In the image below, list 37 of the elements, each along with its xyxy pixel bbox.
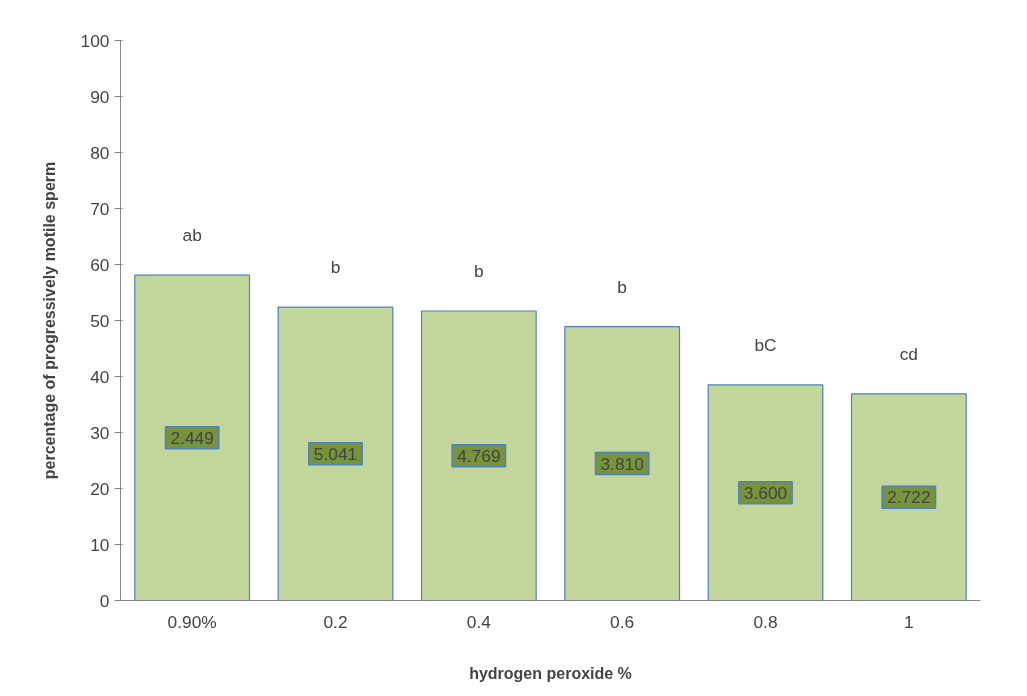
x-tick-label: 0.6 xyxy=(610,611,635,632)
y-tick-label: 60 xyxy=(90,254,110,275)
annotation: bC xyxy=(754,334,777,355)
bar xyxy=(277,306,394,601)
annotation: 2.722 xyxy=(887,487,931,508)
x-tick-label: 0.4 xyxy=(466,611,492,632)
bar xyxy=(707,384,824,601)
annotation: 3.810 xyxy=(600,453,644,474)
y-tick-label: 90 xyxy=(90,86,110,107)
y-tick-label: 50 xyxy=(90,310,110,331)
bar xyxy=(420,310,537,601)
y-tick-label: 30 xyxy=(90,422,110,443)
annotation: b xyxy=(617,276,627,297)
x-tick-label: 0.2 xyxy=(323,611,348,632)
annotation: ab xyxy=(182,225,202,246)
x-tick-label: 1 xyxy=(904,611,914,632)
y-tick-label: 100 xyxy=(80,30,110,51)
y-tick-label: 80 xyxy=(90,142,110,163)
annotation: 5.041 xyxy=(313,443,358,464)
bar xyxy=(564,326,681,601)
y-tick-label: 20 xyxy=(90,478,110,499)
annotation: b xyxy=(474,260,484,281)
x-tick-label: 0.90% xyxy=(167,611,217,632)
x-axis-title: hydrogen peroxide % xyxy=(469,664,632,682)
annotation: 2.449 xyxy=(170,427,214,448)
y-tick-label: 10 xyxy=(90,534,110,555)
annotation: cd xyxy=(899,343,918,364)
y-tick-label: 70 xyxy=(90,198,110,219)
x-tick-label: 0.8 xyxy=(753,611,778,632)
bar xyxy=(850,393,967,601)
annotation: 4.769 xyxy=(457,445,501,466)
annotation: b xyxy=(330,257,341,278)
y-tick-label: 40 xyxy=(90,366,110,387)
bar xyxy=(134,274,251,601)
annotation: 3.600 xyxy=(743,482,788,503)
y-axis-title: percentage of progressively motile sperm xyxy=(40,161,58,480)
y-tick-label: 0 xyxy=(99,590,110,611)
